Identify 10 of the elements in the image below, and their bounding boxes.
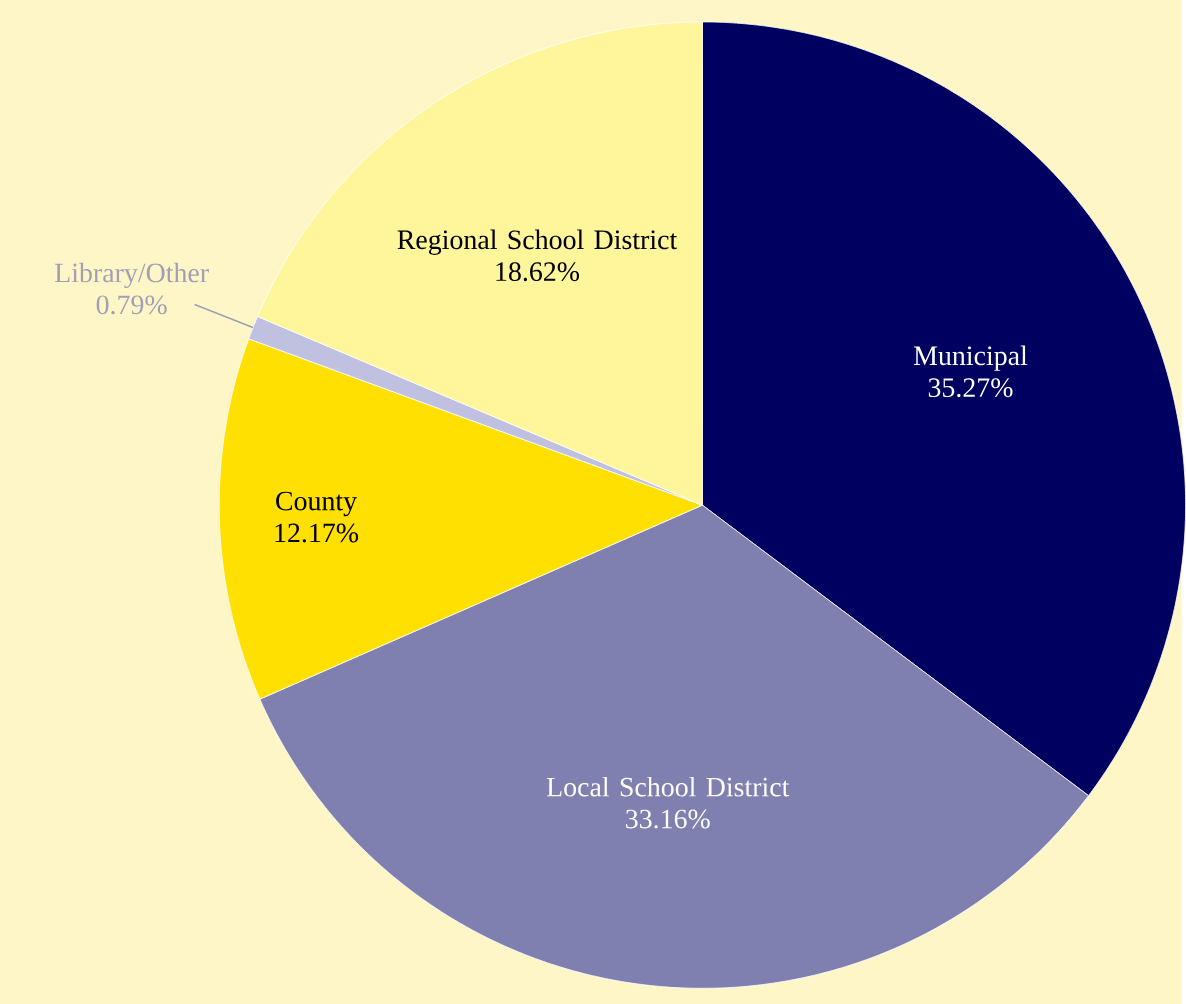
data-label: 12.17% [275,523,359,543]
data-label: 33.16% [626,809,710,829]
slice-label: Library/Other [54,262,209,288]
slice-label: Local School District [546,776,790,797]
data-label: 18.62% [496,262,580,282]
data-label: 0.79% [96,295,167,315]
slice-label: County [276,491,357,517]
slice-label: Regional School District [397,229,678,255]
data-label: 35.27% [928,378,1013,398]
slice-label: Municipal [913,345,1028,371]
